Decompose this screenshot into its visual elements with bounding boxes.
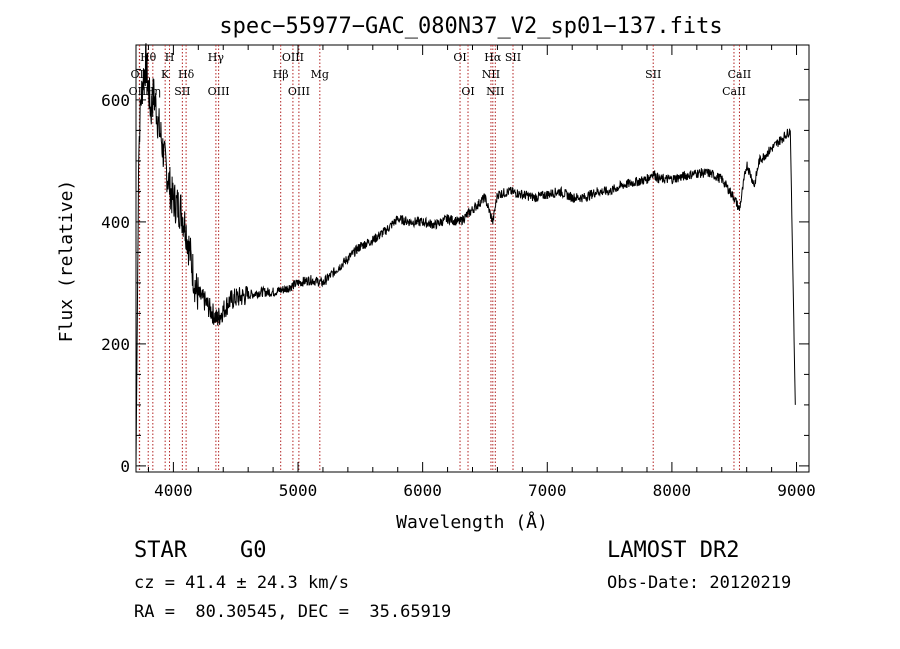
line-marker-label: SII <box>174 85 190 98</box>
line-marker-label: NII <box>482 68 500 81</box>
coordinates: RA = 80.30545, DEC = 35.65919 <box>134 602 452 622</box>
plot-frame <box>135 44 810 473</box>
line-marker-label: CaII <box>722 85 746 98</box>
y-axis-label: Flux (relative) <box>56 180 77 343</box>
line-marker-label: OIII <box>129 85 151 98</box>
line-marker-label: OIII <box>282 51 304 64</box>
line-marker-label: CaII <box>728 68 752 81</box>
y-tick-label: 600 <box>101 91 130 110</box>
y-tick-label: 400 <box>101 213 130 232</box>
emission-line-markers <box>138 45 740 472</box>
x-tick-label: 6000 <box>403 481 442 500</box>
object-subclass: G0 <box>240 538 267 563</box>
line-marker-label: Hγ <box>208 51 225 64</box>
x-tick-label: 8000 <box>653 481 692 500</box>
line-marker-label: Hβ <box>273 68 289 81</box>
line-marker-label: Mg <box>311 68 329 81</box>
spectrum-series-line <box>135 43 796 466</box>
x-axis-label: Wavelength (Å) <box>396 511 548 533</box>
chart-title: spec−55977−GAC_080N37_V2_sp01−137.fits <box>219 14 722 39</box>
line-marker-label: Hα <box>484 51 502 64</box>
survey-name: LAMOST DR2 <box>607 538 740 563</box>
line-marker-label: SII <box>645 68 661 81</box>
observation-date: Obs-Date: 20120219 <box>607 573 792 593</box>
x-tick-label: 7000 <box>528 481 567 500</box>
object-class: STAR <box>134 538 187 563</box>
x-tick-label: 5000 <box>279 481 318 500</box>
line-marker-label: K <box>161 68 170 81</box>
x-tick-label: 4000 <box>154 481 193 500</box>
line-marker-label: H <box>165 51 175 64</box>
x-tick-label: 9000 <box>777 481 816 500</box>
axis-tick-labels: 4000 5000 6000 7000 8000 9000 0 200 400 600 <box>101 91 816 500</box>
line-marker-label: OI <box>461 85 474 98</box>
line-marker-label: NII <box>486 85 504 98</box>
y-tick-label: 200 <box>101 335 130 354</box>
line-marker-label: OIII <box>288 85 310 98</box>
axis-ticks <box>136 45 809 472</box>
line-marker-label: SII <box>505 51 521 64</box>
line-marker-label: OIII <box>208 85 230 98</box>
redshift-velocity: cz = 41.4 ± 24.3 km/s <box>134 573 349 593</box>
line-marker-label: Hθ <box>140 51 157 64</box>
line-marker-label: Hδ <box>178 68 195 81</box>
y-tick-label: 0 <box>120 457 130 476</box>
line-marker-label: OI <box>453 51 466 64</box>
